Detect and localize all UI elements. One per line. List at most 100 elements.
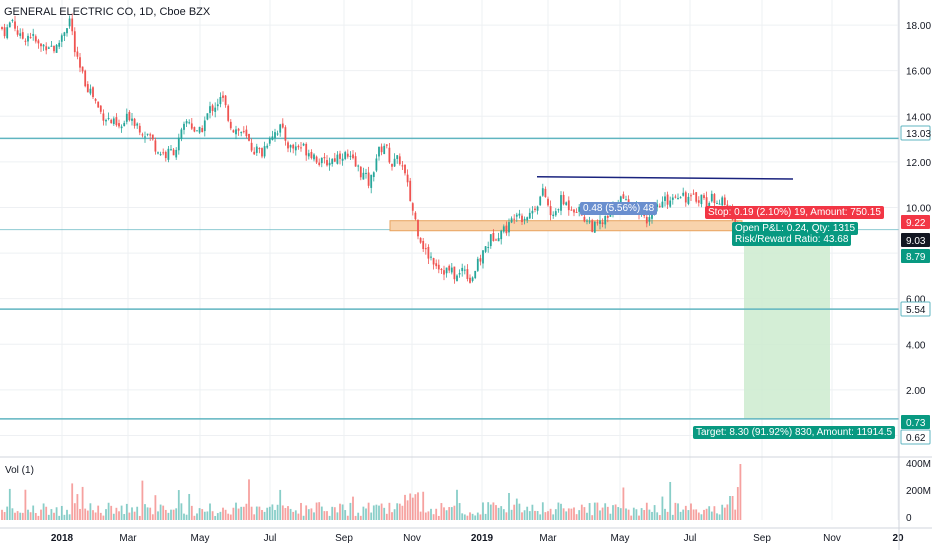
volume-bar xyxy=(687,510,690,520)
candle xyxy=(3,27,6,37)
volume-bar xyxy=(170,509,172,520)
volume-bar xyxy=(307,509,310,520)
volume-bar xyxy=(310,508,313,520)
candle xyxy=(115,117,118,126)
candle xyxy=(261,148,263,157)
candle xyxy=(560,195,562,211)
volume-bar xyxy=(94,512,97,520)
pnl-label[interactable]: Open P&L: 0.24, Qty: 1315 xyxy=(732,222,859,235)
volume-bar xyxy=(352,496,354,520)
volume-bar xyxy=(99,512,102,520)
candle xyxy=(159,154,162,156)
volume-bar xyxy=(450,507,453,520)
candle xyxy=(440,269,443,271)
volume-bar xyxy=(580,504,583,520)
candle xyxy=(375,158,378,171)
candle xyxy=(276,133,279,135)
candle xyxy=(235,129,237,135)
volume-bar xyxy=(625,508,627,520)
volume-bar xyxy=(201,509,204,520)
volume-bar xyxy=(432,514,435,520)
volume-bar xyxy=(177,490,180,520)
candle xyxy=(164,151,167,159)
volume-bar xyxy=(736,487,739,520)
volume-bar xyxy=(190,505,193,520)
volume-bar xyxy=(645,502,648,520)
target-label[interactable]: Target: 8.30 (91.92%) 830, Amount: 11914… xyxy=(693,426,896,439)
price-tick: 12.00 xyxy=(906,158,931,169)
candle xyxy=(107,117,110,119)
candle xyxy=(167,148,170,160)
measure-label[interactable]: 0.48 (5.56%) 48 xyxy=(580,202,658,215)
time-tick: 2019 xyxy=(471,533,494,544)
volume-bar xyxy=(224,509,227,520)
volume-bar xyxy=(492,502,495,520)
price-tag-box xyxy=(900,125,931,141)
volume-bar xyxy=(320,506,323,520)
volume-bar xyxy=(11,508,14,520)
candle xyxy=(461,267,464,272)
candle xyxy=(209,106,211,113)
candle xyxy=(424,248,427,250)
candle xyxy=(16,30,19,35)
candle xyxy=(89,88,92,94)
price-tick: 6.00 xyxy=(906,295,926,306)
volume-bar xyxy=(697,512,700,520)
volume-bar xyxy=(695,509,698,520)
risk-reward-label[interactable]: Risk/Reward Ratio: 43.68 xyxy=(732,233,852,246)
candle xyxy=(541,188,544,196)
trendline xyxy=(536,175,794,180)
volume-bar xyxy=(479,514,482,520)
price-tag-text: 9.03 xyxy=(906,236,926,247)
candle xyxy=(682,192,685,196)
volume-bar xyxy=(81,486,84,520)
volume-tick: 0 xyxy=(906,513,912,524)
candle xyxy=(487,246,490,248)
candle xyxy=(245,129,248,137)
candle xyxy=(357,165,360,167)
volume-bar xyxy=(552,514,555,520)
candle xyxy=(281,123,284,128)
volume-bar xyxy=(279,489,282,520)
volume-bar xyxy=(8,488,11,520)
volume-bar xyxy=(157,511,159,520)
volume-bar xyxy=(606,506,609,520)
volume-bar xyxy=(471,513,474,520)
candle xyxy=(97,101,100,108)
candle xyxy=(489,234,492,247)
volume-bar xyxy=(235,502,237,520)
candle xyxy=(586,220,588,222)
drawings-layer[interactable] xyxy=(0,137,899,420)
volume-bar xyxy=(3,512,6,520)
candle xyxy=(588,221,591,223)
volume-bar xyxy=(185,514,188,520)
candle xyxy=(313,154,315,160)
candle xyxy=(648,217,651,222)
volume-bar xyxy=(120,505,123,520)
volume-bar xyxy=(58,515,61,520)
candle xyxy=(528,212,531,219)
candle xyxy=(575,211,578,213)
volume-bar xyxy=(71,483,74,520)
volume-bar xyxy=(544,512,547,520)
candle xyxy=(619,196,622,206)
volume-bar xyxy=(515,498,518,520)
candle xyxy=(339,153,341,159)
candle xyxy=(227,105,230,121)
volume-bar xyxy=(367,502,370,520)
volume-bar xyxy=(115,507,118,520)
volume-bar xyxy=(365,508,367,520)
candle xyxy=(703,195,705,199)
candle xyxy=(105,119,107,122)
candle xyxy=(354,156,357,167)
candle xyxy=(570,209,573,211)
candle xyxy=(734,218,737,222)
time-tick: 2018 xyxy=(51,533,74,544)
stop-label[interactable]: Stop: 0.19 (2.10%) 19, Amount: 750.15 xyxy=(705,206,884,219)
volume-bar xyxy=(37,515,40,520)
volume-bar xyxy=(50,509,53,520)
candle xyxy=(149,134,152,136)
volume-bar xyxy=(591,515,594,520)
volume-bar xyxy=(229,514,232,520)
